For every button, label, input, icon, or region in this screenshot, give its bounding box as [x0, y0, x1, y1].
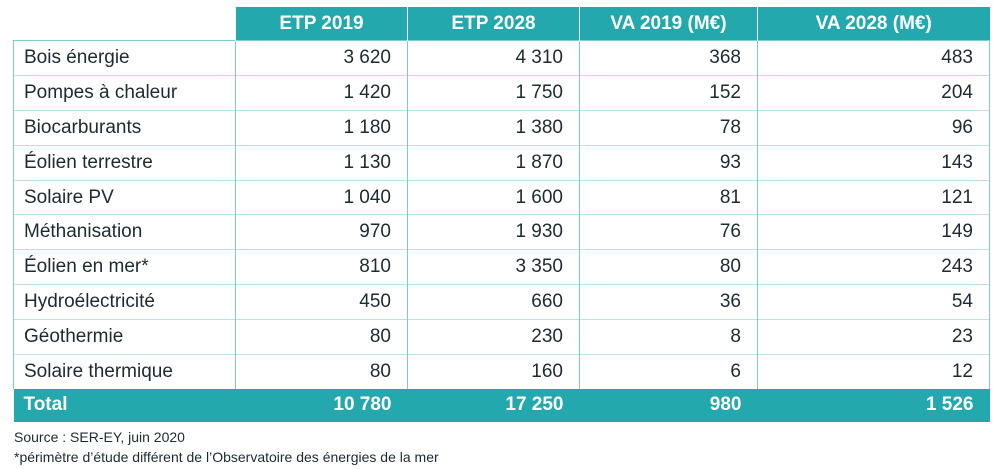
cell-etp-2028: 1 870	[407, 144, 580, 181]
table-row: Éolien en mer* 810 3 350 80 243	[13, 249, 990, 285]
cell-va-2019: 78	[579, 109, 758, 146]
table-row: Bois énergie 3 620 4 310 368 483	[13, 40, 990, 76]
cell-va-2019: 8	[579, 319, 758, 355]
table-footer: Total 10 780 17 250 980 1 526	[13, 388, 990, 422]
row-label: Bois énergie	[13, 40, 236, 76]
cell-etp-2028: 4 310	[407, 40, 580, 76]
table-row: Pompes à chaleur 1 420 1 750 152 204	[13, 74, 990, 111]
cell-va-2028: 149	[757, 214, 990, 250]
cell-etp-2028: 1 380	[407, 109, 580, 146]
footnote: *périmètre d’étude différent de l’Observ…	[14, 449, 439, 465]
cell-etp-2019: 1 130	[235, 144, 408, 181]
cell-etp-2019: 810	[235, 249, 408, 285]
cell-etp-2019: 80	[235, 319, 408, 355]
total-row: Total 10 780 17 250 980 1 526	[13, 388, 990, 422]
cell-etp-2019: 1 420	[235, 74, 408, 111]
cell-etp-2028: 160	[407, 354, 580, 389]
cell-etp-2019: 450	[235, 284, 408, 320]
cell-va-2019: 93	[579, 144, 758, 181]
cell-va-2028: 54	[757, 284, 990, 320]
cell-va-2019: 80	[579, 249, 758, 285]
source-note: Source : SER-EY, juin 2020	[14, 429, 185, 445]
cell-etp-2028: 3 350	[407, 249, 580, 285]
cell-va-2028: 121	[757, 179, 990, 215]
cell-va-2028: 96	[757, 109, 990, 146]
table-row: Méthanisation 970 1 930 76 149	[13, 214, 990, 250]
table-row: Géothermie 80 230 8 23	[13, 319, 990, 355]
table-notes: Source : SER-EY, juin 2020 *périmètre d’…	[14, 427, 439, 467]
row-label: Hydroélectricité	[13, 284, 236, 320]
data-table-container: ETP 2019 ETP 2028 VA 2019 (M€) VA 2028 (…	[13, 7, 990, 422]
row-label: Pompes à chaleur	[13, 74, 236, 111]
total-etp-2028: 17 250	[407, 388, 580, 422]
cell-va-2019: 6	[579, 354, 758, 389]
cell-etp-2028: 660	[407, 284, 580, 320]
total-etp-2019: 10 780	[235, 388, 408, 422]
table-row: Solaire thermique 80 160 6 12	[13, 354, 990, 389]
cell-etp-2019: 80	[235, 354, 408, 389]
cell-va-2028: 204	[757, 74, 990, 111]
cell-va-2028: 12	[757, 354, 990, 389]
header-va-2019: VA 2019 (M€)	[579, 7, 758, 41]
cell-etp-2028: 1 750	[407, 74, 580, 111]
cell-va-2019: 76	[579, 214, 758, 250]
header-etp-2028: ETP 2028	[407, 7, 580, 41]
total-label: Total	[13, 388, 236, 422]
cell-va-2019: 368	[579, 40, 758, 76]
total-va-2019: 980	[579, 388, 758, 422]
header-blank-cell	[13, 7, 236, 41]
header-row: ETP 2019 ETP 2028 VA 2019 (M€) VA 2028 (…	[13, 7, 990, 41]
row-label: Géothermie	[13, 319, 236, 355]
cell-etp-2028: 1 600	[407, 179, 580, 215]
table-header: ETP 2019 ETP 2028 VA 2019 (M€) VA 2028 (…	[13, 7, 990, 41]
row-label: Éolien en mer*	[13, 249, 236, 285]
table-row: Biocarburants 1 180 1 380 78 96	[13, 109, 990, 146]
cell-etp-2019: 1 180	[235, 109, 408, 146]
row-label: Biocarburants	[13, 109, 236, 146]
table-row: Éolien terrestre 1 130 1 870 93 143	[13, 144, 990, 181]
total-va-2028: 1 526	[757, 388, 990, 422]
cell-va-2028: 143	[757, 144, 990, 181]
renewable-jobs-table: ETP 2019 ETP 2028 VA 2019 (M€) VA 2028 (…	[13, 7, 990, 422]
cell-va-2028: 243	[757, 249, 990, 285]
cell-va-2019: 152	[579, 74, 758, 111]
cell-etp-2019: 970	[235, 214, 408, 250]
cell-etp-2028: 230	[407, 319, 580, 355]
table-row: Solaire PV 1 040 1 600 81 121	[13, 179, 990, 215]
row-label: Méthanisation	[13, 214, 236, 250]
row-label: Solaire thermique	[13, 354, 236, 389]
row-label: Solaire PV	[13, 179, 236, 215]
cell-va-2028: 23	[757, 319, 990, 355]
header-etp-2019: ETP 2019	[235, 7, 408, 41]
cell-va-2019: 36	[579, 284, 758, 320]
table-body: Bois énergie 3 620 4 310 368 483 Pompes …	[13, 40, 990, 389]
cell-etp-2028: 1 930	[407, 214, 580, 250]
table-row: Hydroélectricité 450 660 36 54	[13, 284, 990, 320]
header-va-2028: VA 2028 (M€)	[757, 7, 990, 41]
cell-etp-2019: 3 620	[235, 40, 408, 76]
cell-va-2028: 483	[757, 40, 990, 76]
cell-etp-2019: 1 040	[235, 179, 408, 215]
cell-va-2019: 81	[579, 179, 758, 215]
row-label: Éolien terrestre	[13, 144, 236, 181]
